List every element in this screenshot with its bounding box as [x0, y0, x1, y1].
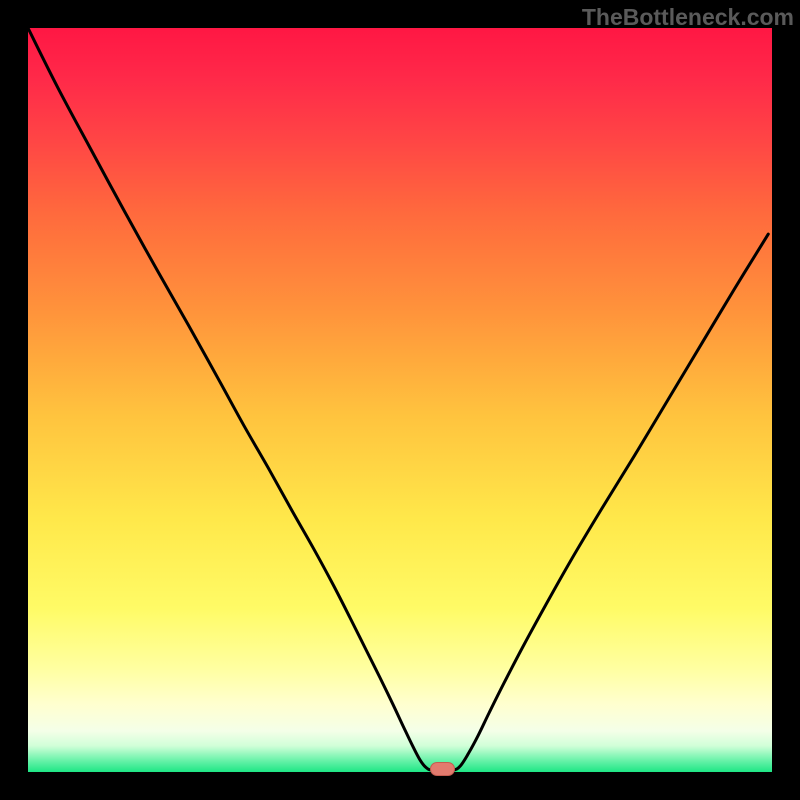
- plot-area: [28, 28, 772, 772]
- watermark-text: TheBottleneck.com: [582, 4, 794, 31]
- bottleneck-curve: [28, 28, 772, 772]
- chart-container: TheBottleneck.com: [0, 0, 800, 800]
- optimal-point-marker: [430, 762, 455, 776]
